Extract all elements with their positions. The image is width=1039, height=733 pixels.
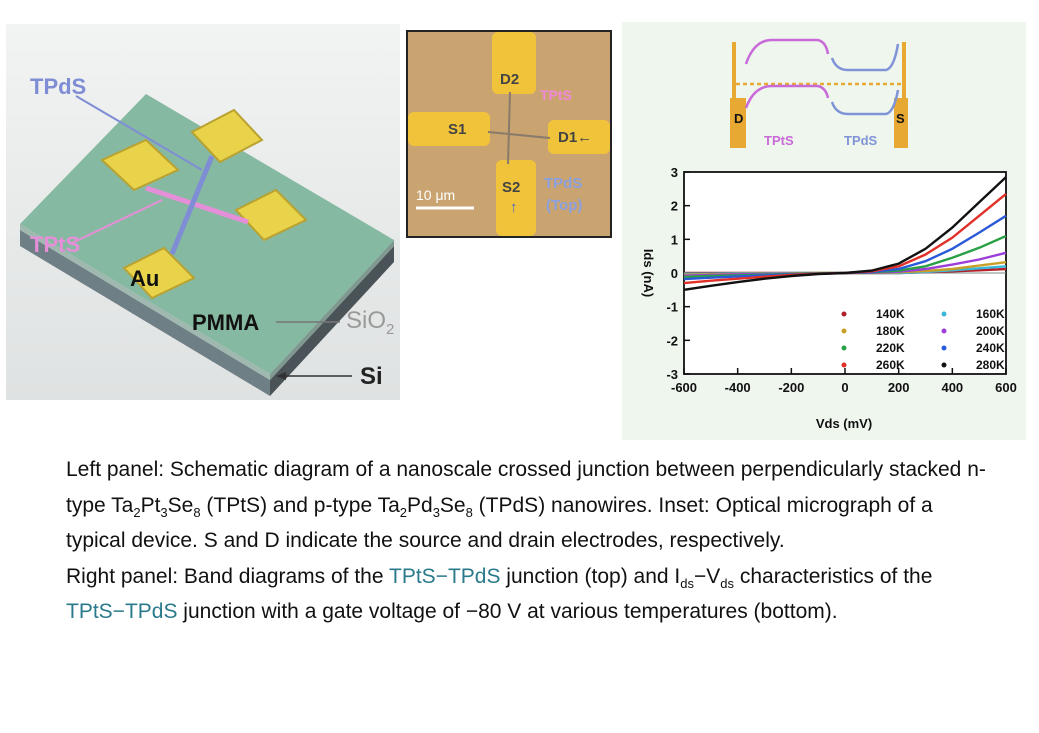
x-tick-label: 0 (841, 380, 848, 395)
iv-chart: 3 2 1 0 -1 -2 -3 -600 -400 -200 0 200 400 600 140K 16… (641, 165, 1017, 431)
legend-marker-160K (941, 311, 947, 317)
source-label: S (896, 111, 905, 126)
y-tick-label: -1 (666, 300, 678, 315)
chart-legend: 140K 160K 180K 200K 220K 240K 260K 280K (841, 307, 1005, 372)
au-label: Au (130, 266, 159, 291)
legend-label: 160K (976, 307, 1005, 321)
si-layer-side (270, 246, 394, 396)
schematic-drawing: TPdS TPtS Au PMMA SiO2 Si (6, 24, 400, 400)
gold-pad-bottom (122, 246, 196, 300)
legend-marker-220K (841, 345, 847, 351)
drain-label: D (734, 111, 743, 126)
y-tick-label: -3 (666, 367, 678, 382)
pmma-label: PMMA (192, 310, 259, 335)
d2-label: D2 (500, 71, 519, 88)
tpds-valence-band (830, 89, 900, 116)
d1-label: D1← (558, 129, 592, 146)
sio2-layer-front (20, 224, 270, 380)
x-tick-label: 200 (888, 380, 910, 395)
tpds-pointer (75, 95, 203, 171)
inset-tpds-label: TPdS (544, 175, 582, 192)
gold-pad-right (234, 188, 308, 242)
x-axis-ticks: -600 -400 -200 0 200 400 600 (671, 368, 1017, 395)
x-tick-label: -200 (778, 380, 804, 395)
x-tick-label: 600 (995, 380, 1017, 395)
x-axis-label: Vds (mV) (816, 416, 872, 431)
source-block (894, 98, 908, 148)
tpds-nanowire (169, 155, 215, 255)
y-tick-label: 0 (671, 266, 678, 281)
legend-marker-180K (841, 328, 847, 334)
electrode-d1 (548, 120, 610, 154)
y-axis-ticks: 3 2 1 0 -1 -2 -3 (666, 165, 690, 382)
scale-label: 10 μm (416, 187, 455, 203)
figure-caption: Left panel: Schematic diagram of a nanos… (66, 452, 996, 630)
source-line (902, 42, 906, 148)
s2-label: S2 (502, 179, 520, 196)
caption-left-panel: Left panel: Schematic diagram of a nanos… (66, 458, 986, 552)
up-arrow-icon: ↑ (510, 199, 518, 216)
caption-right-panel: Right panel: Band diagrams of the TPtS−T… (66, 564, 933, 624)
device-schematic: TPdS TPtS Au PMMA SiO2 Si (6, 24, 400, 400)
sio2-layer-side (270, 240, 394, 380)
legend-marker-140K (841, 311, 847, 317)
series-lines (683, 176, 1007, 291)
x-tick-label: -400 (725, 380, 751, 395)
y-axis-label: Ids (nA) (641, 249, 656, 297)
legend-marker-260K (841, 362, 847, 368)
y-tick-label: 1 (671, 232, 678, 247)
legend-label: 280K (976, 358, 1005, 372)
si-layer-front (20, 230, 270, 396)
tpds-wire (507, 91, 511, 165)
s1-label: S1 (448, 121, 466, 138)
gold-pad-left (100, 138, 180, 192)
legend-marker-200K (941, 328, 947, 334)
x-tick-label: 400 (941, 380, 963, 395)
electrode-s2 (496, 160, 536, 236)
top-label: (Top) (546, 197, 582, 214)
tpds-conduction-band (830, 43, 900, 72)
band-tpts-label: TPtS (764, 133, 794, 148)
gold-pad-top (190, 108, 264, 164)
x-tick-label: -600 (671, 380, 697, 395)
electrode-d2 (492, 32, 536, 94)
si-label: Si (360, 363, 383, 390)
tpds-label: TPdS (30, 74, 86, 99)
drain-line (732, 42, 736, 148)
legend-label: 240K (976, 341, 1005, 355)
y-tick-label: 3 (671, 165, 678, 180)
series-line-280K (683, 176, 1007, 291)
y-tick-label: -2 (666, 333, 678, 348)
sio2-label: SiO2 (346, 307, 394, 338)
legend-label: 140K (876, 307, 905, 321)
legend-marker-280K (941, 362, 947, 368)
tpts-pointer (69, 199, 163, 245)
micrograph-drawing: D2 TPtS S1 D1← S2 TPdS (Top) ↑ 10 μm (408, 32, 610, 236)
band-tpds-label: TPdS (844, 133, 878, 148)
legend-label: 200K (976, 324, 1005, 338)
right-panel: D S TPtS TPdS 3 2 1 0 -1 -2 -3 -600 -400 -200 0 20… (622, 22, 1026, 440)
tpts-label: TPtS (30, 232, 80, 257)
tpts-valence-band (744, 84, 830, 109)
tpts-nanowire (145, 185, 249, 225)
optical-micrograph-inset: D2 TPtS S1 D1← S2 TPdS (Top) ↑ 10 μm (406, 30, 612, 238)
legend-label: 220K (876, 341, 905, 355)
tpts-wire (487, 131, 551, 139)
drain-block (730, 98, 746, 148)
legend-label: 180K (876, 324, 905, 338)
tpts-conduction-band (744, 38, 830, 65)
band-and-iv-drawing: D S TPtS TPdS 3 2 1 0 -1 -2 -3 -600 -400 -200 0 20… (641, 38, 1017, 431)
band-diagram: D S TPtS TPdS (730, 38, 908, 148)
legend-marker-240K (941, 345, 947, 351)
electrode-s1 (408, 112, 490, 146)
legend-label: 260K (876, 358, 905, 372)
inset-tpts-label: TPtS (540, 87, 572, 103)
y-tick-label: 2 (671, 199, 678, 214)
